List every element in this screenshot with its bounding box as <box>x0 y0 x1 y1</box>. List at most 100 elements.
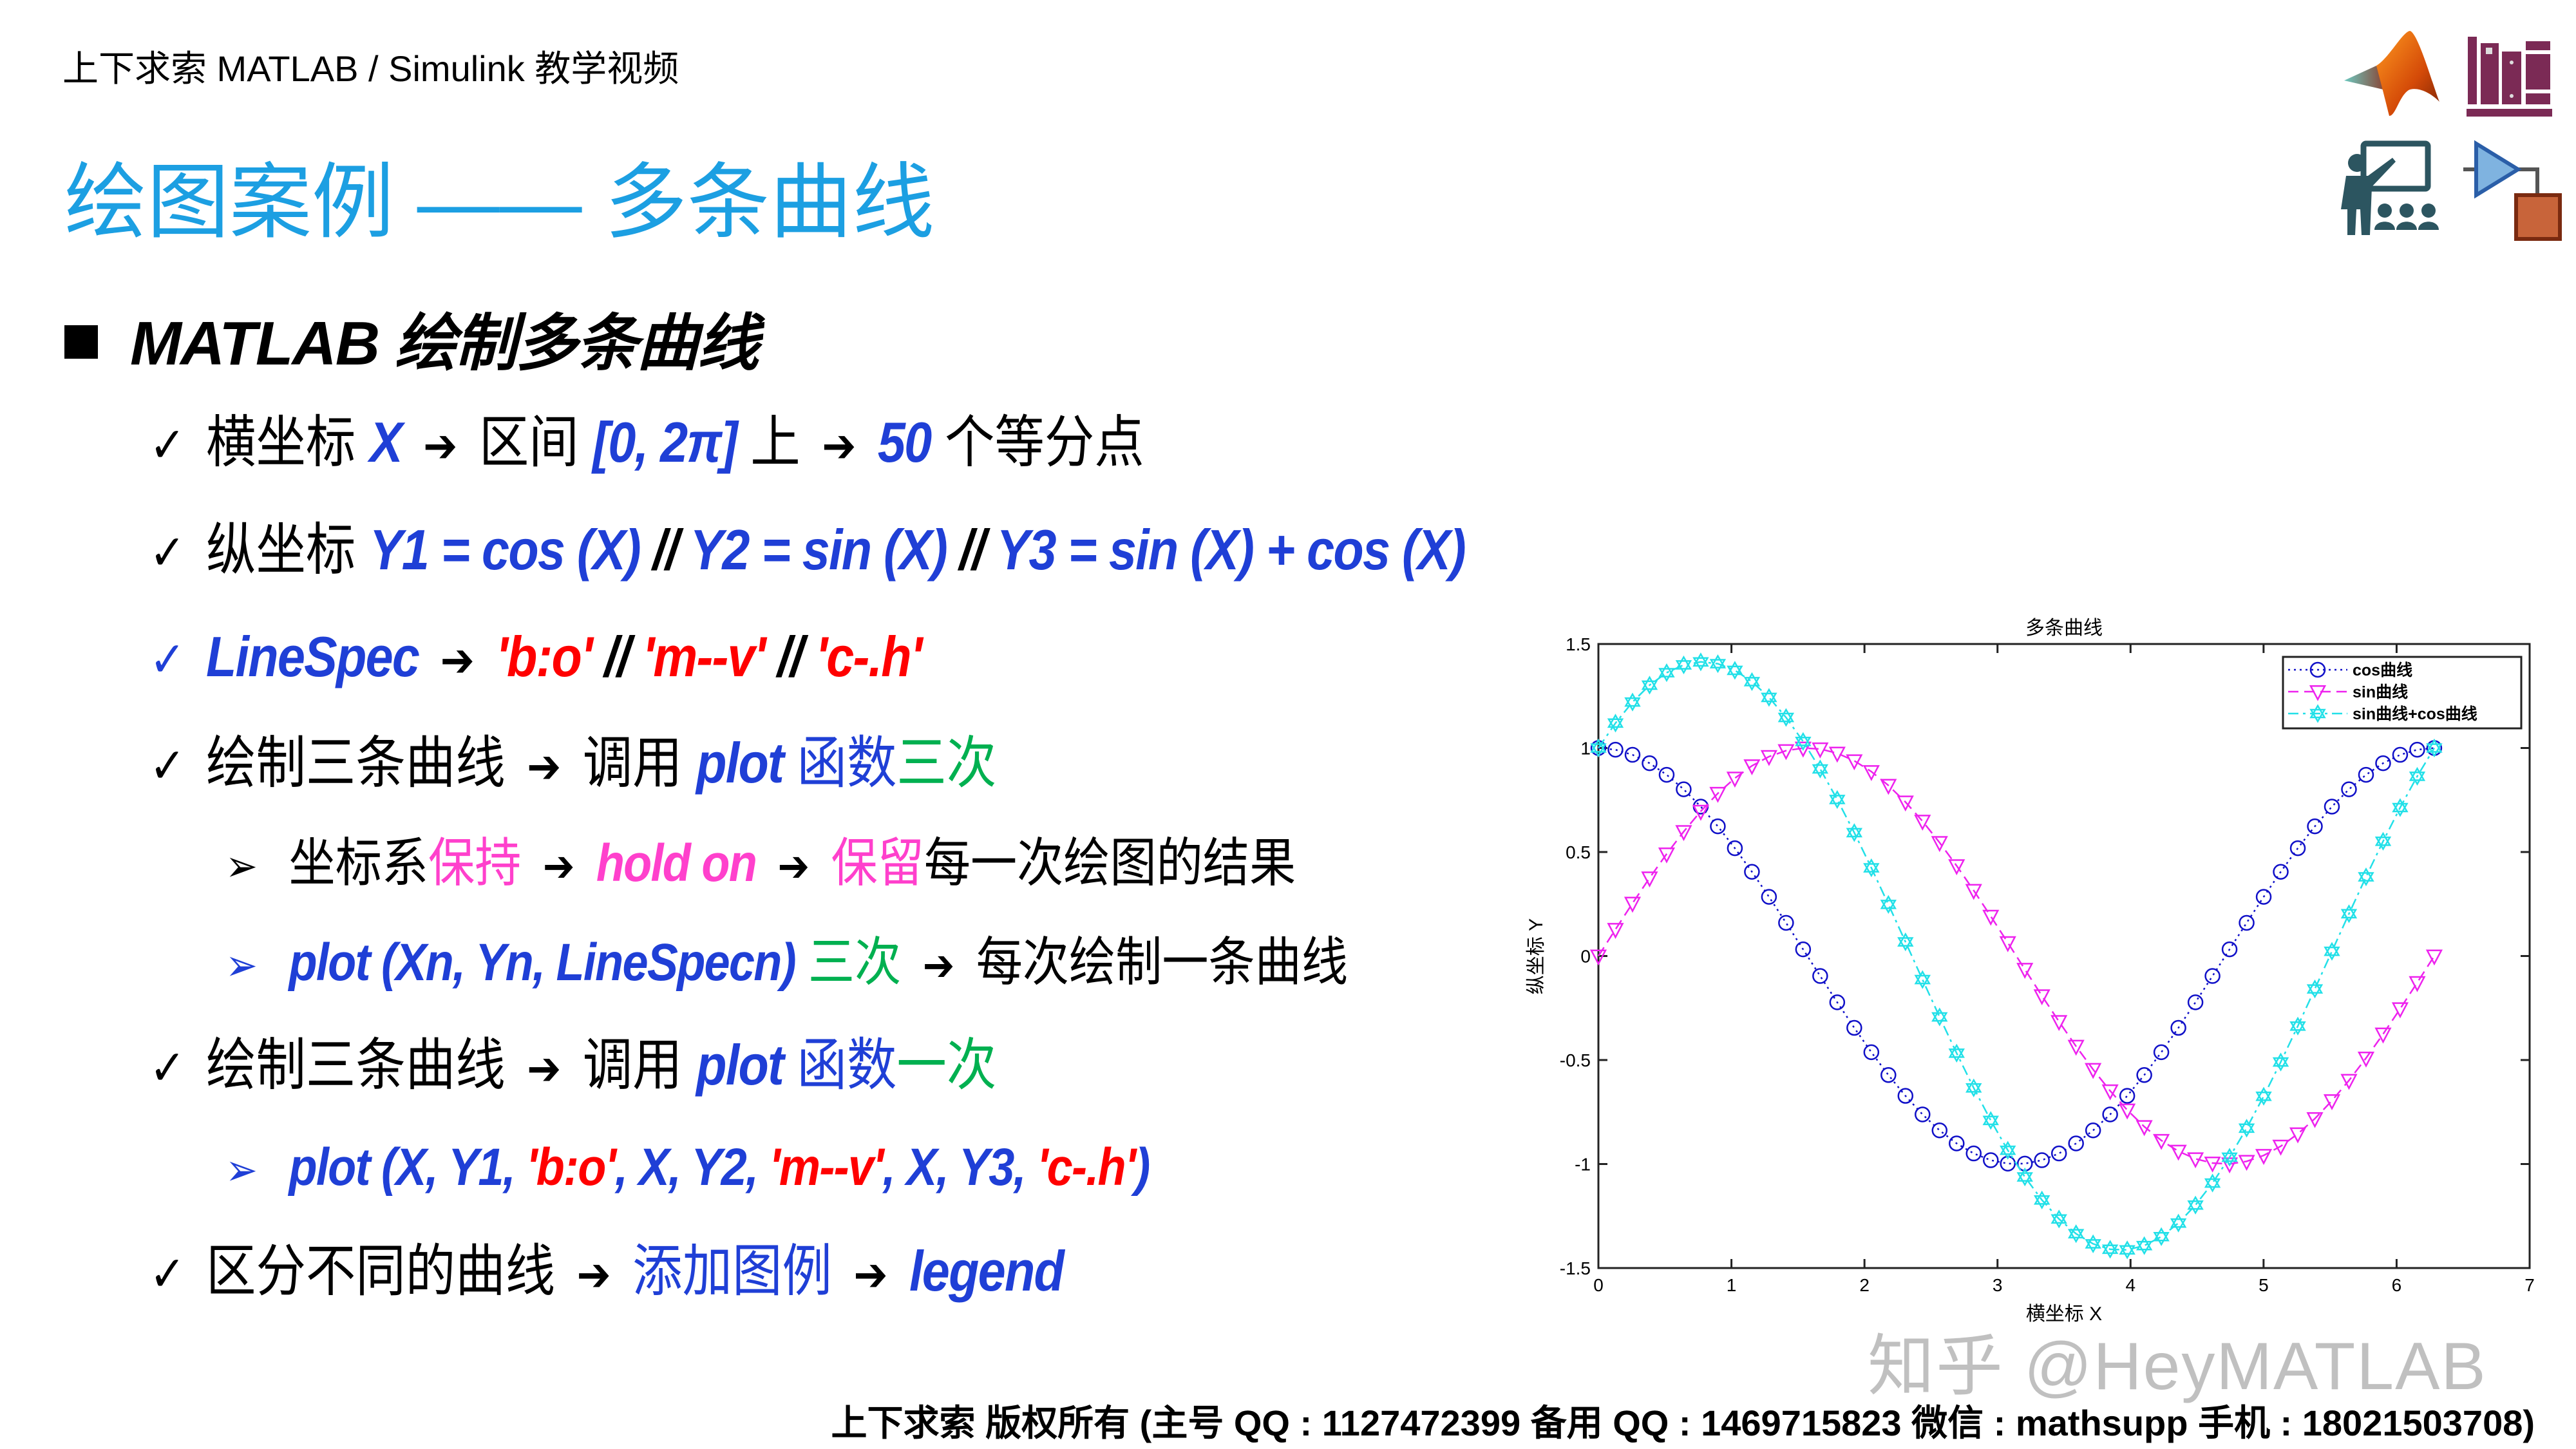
hexagram-marker <box>1743 672 1761 691</box>
count-text: 三次 <box>795 933 902 992</box>
code-text: 50 <box>877 410 932 474</box>
hexagram-marker <box>2221 1148 2238 1167</box>
text: 上 <box>736 410 800 474</box>
bullet-plot-once: ✓ 绘制三条曲线 ➔ 调用 plot 函数一次 <box>149 1030 996 1104</box>
arrow-right-icon: ➔ <box>542 841 575 891</box>
code-text: plot <box>696 731 784 795</box>
triangle-marker <box>2033 989 2050 1006</box>
text: 添加图例 <box>632 1239 832 1303</box>
bullet-y-functions: ✓ 纵坐标 Y1 = cos (X) // Y2 = sin (X) // Y3 … <box>149 515 1466 589</box>
hexagram-marker <box>2187 1195 2204 1215</box>
hexagram-marker <box>2392 798 2409 817</box>
y-tick-label: -0.5 <box>1560 1050 1591 1070</box>
hexagram-marker <box>2153 1227 2170 1246</box>
linespec-text: 'c-.h' <box>1037 1138 1136 1197</box>
hexagram-marker <box>1590 738 1607 758</box>
circle-marker <box>2187 994 2204 1010</box>
subbullet-hold-on: ➢ 坐标系保持 ➔ hold on ➔ 保留每一次绘图的结果 <box>225 828 1296 902</box>
circle-marker <box>2085 1122 2101 1139</box>
hexagram-marker <box>2101 1240 2119 1259</box>
hexagram-marker <box>2204 1173 2221 1193</box>
circle-marker <box>1642 755 1658 772</box>
x-tick-label: 2 <box>1859 1275 1870 1295</box>
circle-marker <box>2239 914 2255 931</box>
hexagram-marker <box>1965 1078 1982 1097</box>
plot-area-box <box>1597 643 2531 1269</box>
copyright-footer: 上下求索 版权所有 (主号 QQ : 1127472399 备用 QQ : 14… <box>831 1403 2535 1443</box>
code-text: ) <box>1135 1138 1150 1197</box>
linespec-text: 'b:o' <box>526 1138 616 1197</box>
triangle-marker <box>1794 741 1812 758</box>
y-tick-label: 1.5 <box>1566 634 1591 654</box>
legend-entry: sin曲线 <box>2288 683 2408 701</box>
x-axis-label: 横坐标 X <box>2026 1303 2102 1325</box>
triangle-marker <box>2067 1039 2085 1056</box>
circle-marker <box>1915 1106 1931 1122</box>
hexagram-marker <box>2306 980 2324 999</box>
hexagram-marker <box>2238 1119 2255 1138</box>
hexagram-marker <box>2000 1141 2016 1160</box>
triangle-marker <box>1658 847 1676 864</box>
hexagram-marker <box>1846 823 1863 842</box>
text: 函数 <box>783 1033 897 1097</box>
hexagram-marker <box>2033 1190 2050 1209</box>
hexagram-marker <box>1931 1007 1948 1027</box>
hexagram-marker <box>1624 692 1641 712</box>
triangle-marker <box>2391 1002 2409 1019</box>
check-icon: ✓ <box>149 418 186 473</box>
x-tick-label: 7 <box>2524 1275 2535 1295</box>
y-tick-label: -1.5 <box>1560 1258 1591 1278</box>
separator: // <box>764 625 816 688</box>
circle-marker <box>1778 914 1794 931</box>
hexagram-marker <box>1692 652 1709 672</box>
arrow-right-icon: ➔ <box>853 1248 888 1302</box>
hexagram-marker <box>2272 1052 2289 1072</box>
circle-marker <box>2392 746 2409 763</box>
square-bullet-icon <box>64 325 98 359</box>
y-tick-label: 0.5 <box>1566 842 1591 862</box>
x-tick-label: 4 <box>2125 1275 2136 1295</box>
code-text: legend <box>909 1239 1065 1303</box>
count-text: 三次 <box>896 731 997 795</box>
circle-marker <box>2050 1145 2067 1162</box>
arrow-right-icon: ➔ <box>822 419 857 473</box>
legend-label: sin曲线 <box>2353 683 2408 701</box>
series-3 <box>1590 652 2443 1260</box>
hexagram-marker <box>2067 1224 2085 1244</box>
separator: // <box>947 518 997 582</box>
triangle-marker <box>1999 936 2016 952</box>
hexagram-marker <box>1812 759 1829 779</box>
simulink-block-icon <box>2463 140 2562 241</box>
code-text: , X, Y3, <box>882 1138 1037 1197</box>
circle-marker <box>2358 766 2374 783</box>
circle-marker <box>2170 1019 2186 1036</box>
circle-marker <box>2204 968 2221 984</box>
code-text: plot <box>696 1033 784 1097</box>
course-header: 上下求索 MATLAB / Simulink 教学视频 <box>62 48 679 89</box>
circle-marker <box>1846 1019 1862 1036</box>
code-text: hold on <box>596 834 757 893</box>
arrow-right-icon: ➔ <box>576 1248 611 1302</box>
code-text: [0, 2π] <box>592 410 737 474</box>
hexagram-marker <box>2085 1234 2101 1253</box>
circle-marker <box>2102 1106 2118 1122</box>
circle-marker <box>2309 661 2326 678</box>
hexagram-marker <box>2050 1209 2067 1229</box>
legend-label: sin曲线+cos曲线 <box>2353 705 2477 723</box>
text: 每次绘制一条曲线 <box>976 933 1349 992</box>
x-tick-label: 5 <box>2259 1275 2269 1295</box>
triangle-marker <box>2170 1144 2187 1161</box>
hexagram-marker <box>2324 942 2340 961</box>
hexagram-marker <box>2170 1213 2187 1233</box>
circle-marker <box>2119 1088 2136 1104</box>
arrowhead-bullet-icon: ➢ <box>225 1146 258 1195</box>
check-icon: ✓ <box>149 1041 186 1095</box>
hexagram-marker <box>2358 867 2374 887</box>
subbullet-plot-call: ➢ plot (X, Y1, 'b:o', X, Y2, 'm--v', X, Y… <box>225 1132 1150 1206</box>
triangle-marker <box>2016 963 2034 979</box>
hexagram-marker <box>2309 704 2326 723</box>
code-text: , X, Y2, <box>614 1138 770 1197</box>
code-text: plot (X, Y1, <box>289 1138 527 1197</box>
hexagram-marker <box>1829 790 1846 810</box>
